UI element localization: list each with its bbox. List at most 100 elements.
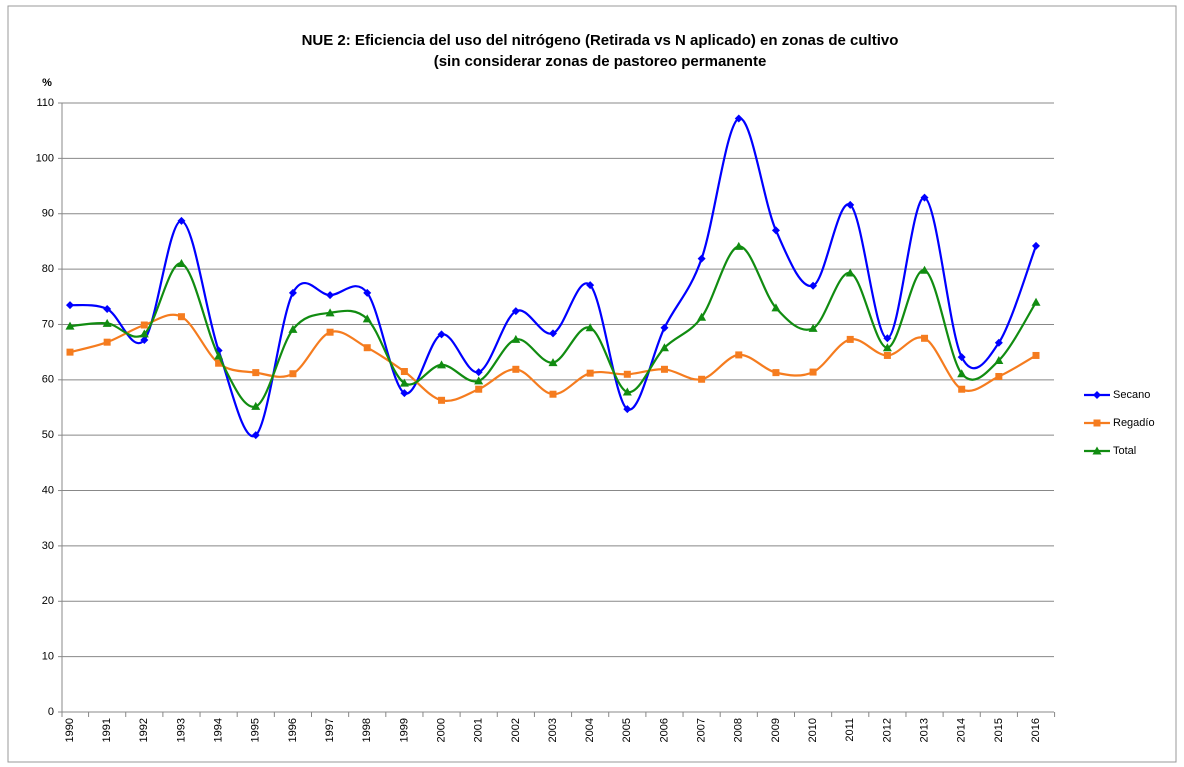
marker bbox=[512, 365, 520, 373]
marker bbox=[437, 330, 446, 339]
marker bbox=[586, 369, 594, 377]
marker bbox=[511, 334, 521, 343]
y-tick-label: 10 bbox=[42, 651, 54, 663]
x-tick-label: 2008 bbox=[733, 718, 745, 742]
x-tick-label: 1998 bbox=[361, 718, 373, 742]
marker bbox=[883, 351, 891, 359]
y-tick-label: 90 bbox=[42, 208, 54, 220]
x-tick-label: 2011 bbox=[844, 718, 856, 742]
x-tick-label: 1990 bbox=[64, 718, 76, 742]
marker bbox=[66, 348, 74, 356]
marker bbox=[920, 193, 929, 202]
marker bbox=[399, 378, 409, 387]
marker bbox=[214, 351, 224, 360]
x-tick-label: 1994 bbox=[213, 718, 225, 742]
x-tick-label: 2013 bbox=[918, 718, 930, 742]
marker bbox=[734, 241, 744, 250]
marker bbox=[735, 351, 743, 359]
chart-frame bbox=[7, 5, 1177, 763]
x-tick-label: 2004 bbox=[584, 718, 596, 742]
marker bbox=[140, 335, 149, 344]
marker bbox=[660, 323, 669, 332]
y-tick-label: 100 bbox=[36, 152, 54, 164]
marker bbox=[697, 312, 707, 321]
x-tick-label: 1995 bbox=[250, 718, 262, 742]
x-tick-label: 2007 bbox=[696, 718, 708, 742]
marker bbox=[882, 343, 892, 352]
marker bbox=[994, 355, 1004, 364]
marker bbox=[475, 385, 483, 393]
marker bbox=[363, 288, 372, 297]
y-tick-label: 30 bbox=[42, 540, 54, 552]
marker bbox=[697, 254, 706, 263]
marker bbox=[251, 431, 260, 440]
marker bbox=[585, 323, 595, 332]
marker bbox=[809, 281, 818, 290]
marker bbox=[288, 324, 298, 333]
chart-title: NUE 2: Eficiencia del uso del nitrógeno … bbox=[302, 32, 899, 49]
marker bbox=[809, 368, 817, 376]
chart-title: (sin considerar zonas de pastoreo perman… bbox=[434, 53, 767, 70]
marker bbox=[326, 291, 335, 300]
marker bbox=[549, 390, 557, 398]
marker bbox=[288, 288, 297, 297]
marker bbox=[103, 338, 111, 346]
marker bbox=[176, 259, 186, 268]
marker bbox=[363, 344, 371, 352]
marker bbox=[734, 114, 743, 123]
marker bbox=[102, 318, 112, 327]
legend-marker bbox=[1093, 419, 1101, 427]
marker bbox=[772, 369, 780, 377]
marker bbox=[958, 385, 966, 393]
y-tick-label: 50 bbox=[42, 429, 54, 441]
marker bbox=[883, 334, 892, 343]
marker bbox=[623, 405, 632, 414]
x-tick-label: 2002 bbox=[510, 718, 522, 742]
x-tick-label: 1996 bbox=[287, 718, 299, 742]
marker bbox=[438, 396, 446, 404]
marker bbox=[400, 368, 408, 376]
x-tick-label: 2006 bbox=[658, 718, 670, 742]
y-tick-label: 110 bbox=[36, 97, 54, 109]
marker bbox=[325, 308, 335, 317]
marker bbox=[771, 303, 781, 312]
marker bbox=[957, 369, 967, 378]
x-tick-label: 2005 bbox=[621, 718, 633, 742]
marker bbox=[215, 359, 223, 367]
legend-label: Secano bbox=[1113, 389, 1150, 401]
marker bbox=[139, 329, 149, 338]
marker bbox=[362, 314, 372, 323]
y-tick-label: 70 bbox=[42, 318, 54, 330]
marker bbox=[474, 368, 483, 377]
marker bbox=[845, 268, 855, 277]
y-axis-label: % bbox=[42, 77, 52, 89]
marker bbox=[548, 358, 558, 367]
marker bbox=[65, 321, 75, 330]
marker bbox=[511, 307, 520, 316]
x-tick-label: 2014 bbox=[956, 718, 968, 742]
marker bbox=[846, 335, 854, 343]
marker bbox=[474, 376, 484, 385]
y-tick-label: 60 bbox=[42, 374, 54, 386]
marker bbox=[66, 301, 74, 310]
marker bbox=[549, 329, 557, 338]
x-tick-label: 1991 bbox=[101, 718, 113, 742]
legend-label: Regadío bbox=[1113, 417, 1155, 429]
marker bbox=[623, 370, 631, 378]
marker bbox=[437, 360, 447, 369]
x-tick-label: 2001 bbox=[473, 718, 485, 742]
y-tick-label: 40 bbox=[42, 484, 54, 496]
marker bbox=[326, 328, 334, 336]
y-tick-label: 0 bbox=[48, 706, 54, 718]
x-tick-label: 1999 bbox=[398, 718, 410, 742]
marker bbox=[771, 226, 780, 235]
marker bbox=[1031, 297, 1041, 306]
marker bbox=[1032, 351, 1040, 359]
marker bbox=[920, 265, 930, 274]
x-tick-label: 1992 bbox=[138, 718, 150, 742]
marker bbox=[921, 334, 929, 342]
marker bbox=[994, 338, 1003, 347]
marker bbox=[846, 200, 855, 209]
x-tick-label: 2016 bbox=[1030, 718, 1042, 742]
